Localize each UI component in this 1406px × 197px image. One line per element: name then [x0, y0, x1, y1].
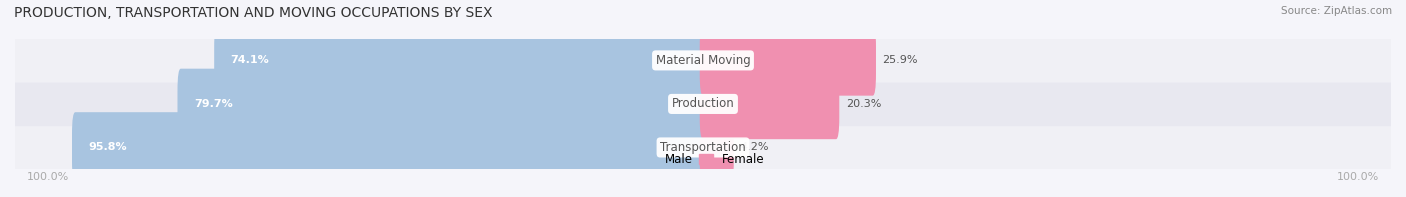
Text: 95.8%: 95.8% [89, 142, 127, 152]
FancyBboxPatch shape [700, 69, 839, 139]
Text: 4.2%: 4.2% [741, 142, 769, 152]
Text: 20.3%: 20.3% [846, 99, 882, 109]
FancyBboxPatch shape [177, 69, 706, 139]
Text: 25.9%: 25.9% [883, 55, 918, 65]
FancyBboxPatch shape [15, 125, 1391, 170]
FancyBboxPatch shape [72, 112, 706, 183]
Text: Production: Production [672, 98, 734, 111]
FancyBboxPatch shape [15, 38, 1391, 83]
Text: 74.1%: 74.1% [231, 55, 270, 65]
Text: 79.7%: 79.7% [194, 99, 232, 109]
Text: Source: ZipAtlas.com: Source: ZipAtlas.com [1281, 6, 1392, 16]
Legend: Male, Female: Male, Female [641, 153, 765, 166]
FancyBboxPatch shape [700, 25, 876, 96]
FancyBboxPatch shape [15, 82, 1391, 126]
Text: Material Moving: Material Moving [655, 54, 751, 67]
FancyBboxPatch shape [700, 112, 734, 183]
Text: Transportation: Transportation [661, 141, 745, 154]
FancyBboxPatch shape [214, 25, 706, 96]
Text: PRODUCTION, TRANSPORTATION AND MOVING OCCUPATIONS BY SEX: PRODUCTION, TRANSPORTATION AND MOVING OC… [14, 6, 492, 20]
